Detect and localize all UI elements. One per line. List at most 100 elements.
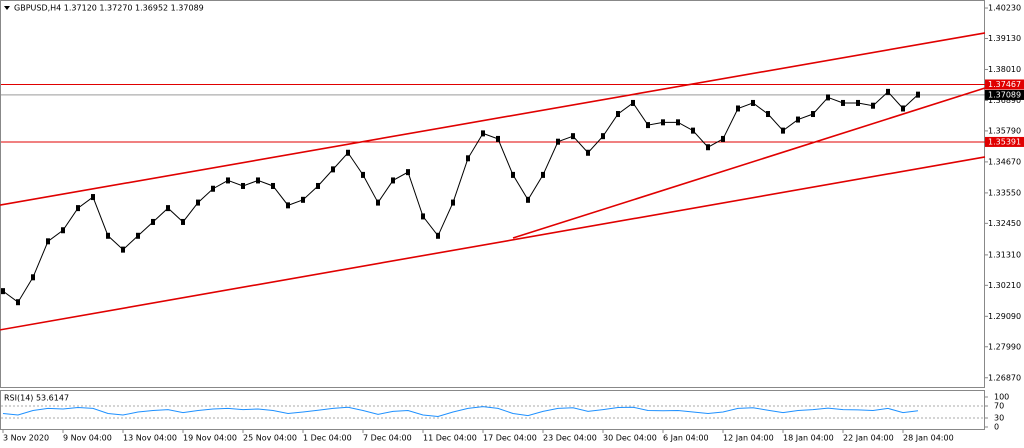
candle bbox=[286, 202, 290, 209]
candle bbox=[796, 116, 800, 123]
candle bbox=[571, 133, 575, 140]
x-tick-label: 7 Dec 04:00 bbox=[363, 434, 412, 443]
candle bbox=[556, 138, 560, 145]
candle bbox=[436, 232, 440, 239]
x-tick-label: 13 Nov 04:00 bbox=[123, 434, 177, 443]
candle bbox=[601, 133, 605, 140]
candle bbox=[76, 205, 80, 212]
trend-line bbox=[512, 87, 986, 239]
rsi-title: RSI(14) 53.6147 bbox=[4, 394, 69, 403]
candle bbox=[661, 119, 665, 126]
series-line bbox=[2, 91, 919, 303]
candle bbox=[751, 99, 755, 106]
menu-triangle[interactable] bbox=[4, 6, 10, 10]
candle bbox=[1, 288, 5, 295]
y-tick-label: 1.30210 bbox=[988, 281, 1021, 290]
candle bbox=[526, 196, 530, 203]
candle bbox=[541, 171, 545, 178]
trend-line bbox=[0, 156, 986, 331]
candle bbox=[331, 166, 335, 173]
price-label: 1.35391 bbox=[988, 137, 1021, 146]
candle bbox=[211, 185, 215, 192]
y-tick-label: 1.31310 bbox=[988, 250, 1021, 259]
price-label-box bbox=[985, 79, 1024, 90]
y-tick-label: 1.36890 bbox=[988, 96, 1021, 105]
candle bbox=[301, 196, 305, 203]
y-tick-label: 70 bbox=[994, 402, 1004, 411]
candle bbox=[496, 135, 500, 142]
candle bbox=[121, 246, 125, 253]
candle bbox=[721, 135, 725, 142]
x-tick-label: 1 Dec 04:00 bbox=[303, 434, 352, 443]
candle bbox=[226, 177, 230, 184]
candle bbox=[616, 111, 620, 118]
y-tick-label: 30 bbox=[994, 414, 1004, 423]
candle bbox=[151, 218, 155, 225]
y-tick-label: 1.27990 bbox=[988, 342, 1021, 351]
candle bbox=[871, 102, 875, 109]
x-tick-label: 22 Jan 04:00 bbox=[843, 434, 894, 443]
y-tick-label: 0 bbox=[994, 423, 999, 432]
x-tick-label: 30 Dec 04:00 bbox=[603, 434, 657, 443]
candle bbox=[646, 122, 650, 129]
candle bbox=[466, 155, 470, 162]
y-tick-label: 1.29090 bbox=[988, 312, 1021, 321]
candle bbox=[166, 205, 170, 212]
x-tick-label: 17 Dec 04:00 bbox=[483, 434, 537, 443]
chart-title: GBPUSD,H4 1.37120 1.37270 1.36952 1.3708… bbox=[14, 4, 204, 13]
x-tick-label: 12 Jan 04:00 bbox=[723, 434, 774, 443]
y-tick-label: 1.39130 bbox=[988, 34, 1021, 43]
price-label-box bbox=[985, 89, 1024, 100]
candle bbox=[706, 144, 710, 151]
x-tick-label: 19 Nov 04:00 bbox=[183, 434, 237, 443]
candle bbox=[451, 199, 455, 206]
x-tick-label: 11 Dec 04:00 bbox=[423, 434, 477, 443]
candle bbox=[511, 171, 515, 178]
candle bbox=[16, 299, 20, 306]
candle bbox=[781, 127, 785, 134]
trend-line bbox=[0, 32, 986, 206]
candle bbox=[391, 177, 395, 184]
candle bbox=[826, 94, 830, 101]
y-tick-label: 1.38010 bbox=[988, 65, 1021, 74]
x-tick-label: 28 Jan 04:00 bbox=[903, 434, 954, 443]
candle bbox=[406, 169, 410, 176]
candle bbox=[361, 171, 365, 178]
y-tick-label: 1.26870 bbox=[988, 373, 1021, 382]
candle bbox=[46, 238, 50, 245]
series-line bbox=[2, 406, 919, 418]
price-label: 1.37467 bbox=[988, 80, 1021, 89]
candle bbox=[811, 111, 815, 118]
candle bbox=[901, 105, 905, 112]
y-tick-label: 1.40230 bbox=[988, 4, 1021, 13]
x-tick-label: 3 Nov 2020 bbox=[3, 434, 49, 443]
y-tick-label: 100 bbox=[994, 393, 1009, 402]
x-tick-label: 6 Jan 04:00 bbox=[663, 434, 709, 443]
candle bbox=[676, 119, 680, 126]
x-tick-label: 9 Nov 04:00 bbox=[63, 434, 112, 443]
candle bbox=[181, 218, 185, 225]
candle bbox=[256, 177, 260, 184]
price-panel bbox=[0, 0, 985, 388]
candle bbox=[196, 199, 200, 206]
candle bbox=[586, 149, 590, 156]
candle bbox=[91, 194, 95, 201]
candle bbox=[421, 213, 425, 220]
candle bbox=[31, 274, 35, 281]
candle bbox=[241, 182, 245, 189]
price-label: 1.37089 bbox=[988, 90, 1021, 99]
candle bbox=[856, 99, 860, 106]
candle bbox=[766, 111, 770, 118]
y-tick-label: 1.33550 bbox=[988, 188, 1021, 197]
candle bbox=[376, 199, 380, 206]
y-tick-label: 1.35790 bbox=[988, 126, 1021, 135]
candle bbox=[841, 99, 845, 106]
x-tick-label: 23 Dec 04:00 bbox=[543, 434, 597, 443]
candle bbox=[691, 127, 695, 134]
x-tick-label: 25 Nov 04:00 bbox=[243, 434, 297, 443]
candle bbox=[106, 232, 110, 239]
x-tick-label: 18 Jan 04:00 bbox=[783, 434, 834, 443]
rsi-panel bbox=[0, 390, 985, 430]
y-tick-label: 1.34670 bbox=[988, 157, 1021, 166]
